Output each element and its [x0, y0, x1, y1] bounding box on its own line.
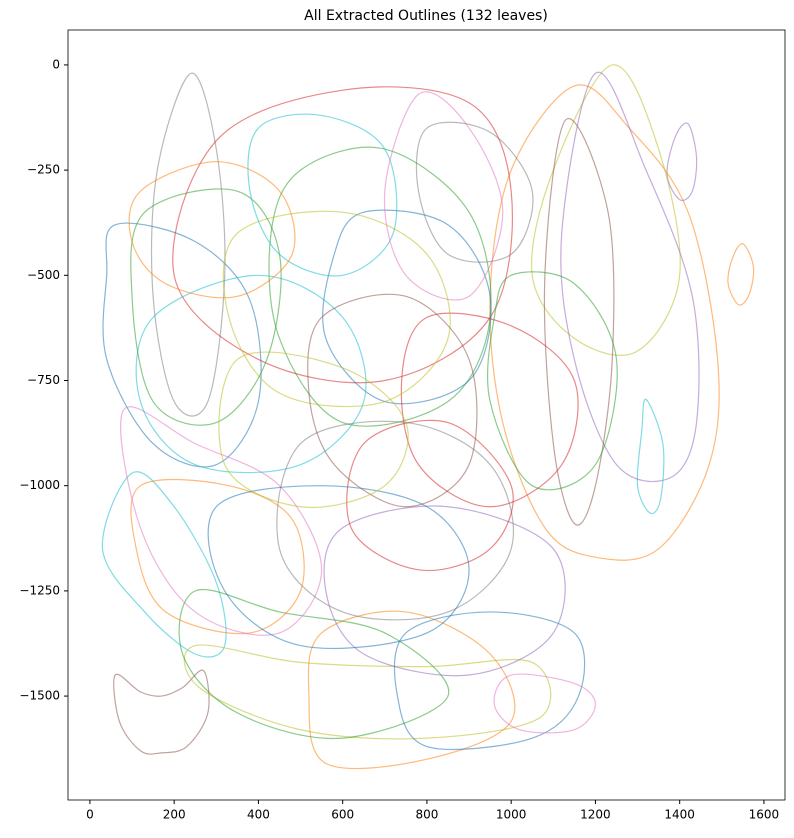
x-tick-label: 800	[415, 808, 438, 822]
y-tick-label: −750	[27, 373, 60, 387]
x-tick-label: 0	[86, 808, 94, 822]
leaf-outline	[120, 406, 323, 636]
y-tick-label: −1500	[19, 689, 60, 703]
leaf-outline	[307, 293, 478, 508]
x-tick-label: 1400	[664, 808, 695, 822]
y-tick-label: −500	[27, 268, 60, 282]
leaf-outline	[307, 610, 516, 770]
y-tick-label: −1000	[19, 478, 60, 492]
leaf-outline	[101, 471, 227, 658]
leaf-outline	[666, 122, 698, 202]
leaf-outline	[560, 71, 700, 483]
x-tick-label: 1200	[580, 808, 611, 822]
leaf-outline	[113, 669, 210, 755]
leaf-outline	[207, 485, 470, 649]
leaf-outline	[222, 210, 451, 408]
leaf-outline	[543, 117, 615, 526]
leaf-outline	[247, 113, 398, 277]
leaf-outline	[178, 588, 450, 740]
leaf-outline	[130, 478, 305, 635]
leaf-outline	[102, 222, 262, 468]
leaf-outline	[486, 271, 618, 491]
y-tick-label: 0	[52, 57, 60, 71]
leaf-outline	[383, 91, 504, 301]
leaf-outline	[393, 611, 586, 751]
x-tick-label: 600	[331, 808, 354, 822]
leaf-outline	[636, 398, 665, 515]
x-tick-label: 400	[247, 808, 270, 822]
y-tick-label: −1250	[19, 583, 60, 597]
leaf-outline	[727, 243, 755, 306]
leaf-outline	[346, 419, 514, 572]
leaf-outline	[322, 209, 492, 405]
leaf-outline	[130, 188, 282, 426]
leaf-outline	[172, 86, 513, 384]
leaf-outline	[276, 420, 514, 621]
leaf-outline	[128, 161, 296, 299]
x-tick-label: 200	[163, 808, 186, 822]
leaf-outline	[135, 274, 367, 474]
leaf-outline	[150, 72, 226, 417]
leaf-outline	[323, 505, 566, 677]
leaf-outline	[415, 121, 534, 263]
leaf-outline	[183, 644, 552, 740]
leaf-outline	[218, 351, 409, 508]
chart-title: All Extracted Outlines (132 leaves)	[304, 8, 548, 24]
x-tick-label: 1600	[749, 808, 780, 822]
leaf-outline	[400, 312, 579, 508]
leaf-outline	[531, 64, 681, 356]
x-tick-label: 1000	[496, 808, 527, 822]
leaf-outline	[493, 673, 597, 734]
y-tick-label: −250	[27, 163, 60, 177]
leaf-outline	[489, 84, 720, 561]
plot-frame	[67, 29, 786, 801]
